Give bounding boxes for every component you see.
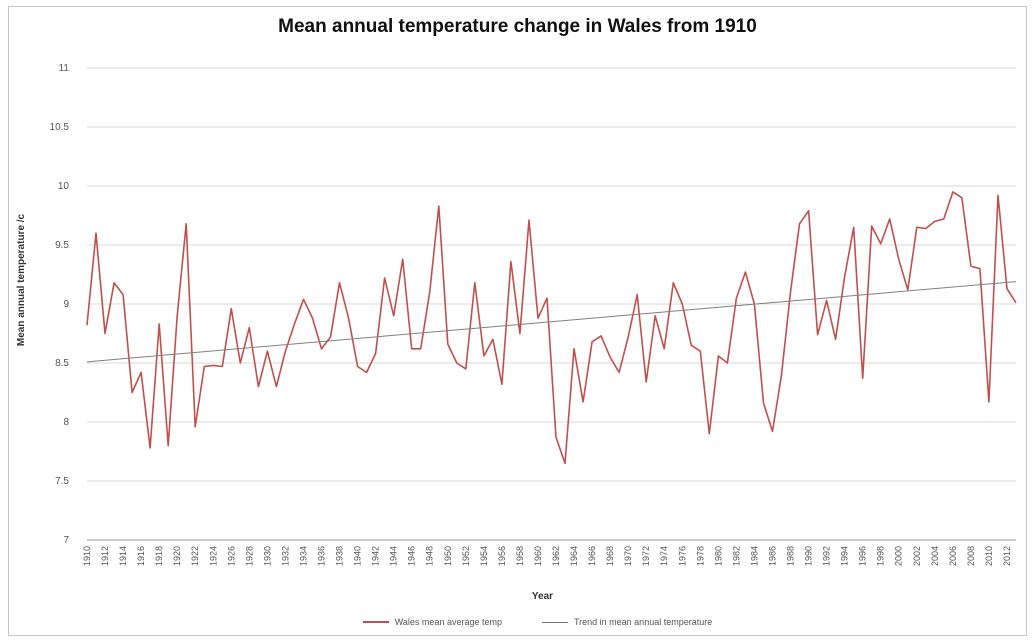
y-tick-label: 7.5	[55, 476, 69, 487]
x-tick-label: 1970	[623, 546, 633, 566]
y-tick-label: 7	[63, 535, 69, 546]
x-tick-label: 1992	[822, 546, 832, 566]
x-tick-label: 2012	[1002, 546, 1012, 566]
x-tick-label: 1948	[425, 546, 435, 566]
x-tick-label: 1950	[443, 546, 453, 566]
x-tick-label: 1920	[172, 546, 182, 566]
x-tick-label: 2006	[948, 546, 958, 566]
x-tick-label: 1968	[605, 546, 615, 566]
x-tick-label: 1960	[533, 546, 543, 566]
x-tick-label: 1926	[226, 546, 236, 566]
y-tick-label: 10.5	[50, 122, 70, 133]
x-tick-label: 1952	[461, 546, 471, 566]
y-tick-label: 8	[63, 417, 69, 428]
y-tick-label: 9.5	[55, 240, 69, 251]
x-tick-label: 1978	[695, 546, 705, 566]
chart-title: Mean annual temperature change in Wales …	[278, 16, 757, 37]
legend: Wales mean average temp Trend in mean an…	[0, 617, 1035, 627]
x-tick-label: 1998	[876, 546, 886, 566]
y-tick-label: 11	[59, 63, 70, 74]
x-tick-label: 1956	[497, 546, 507, 566]
x-tick-label: 1982	[731, 546, 741, 566]
y-tick-label: 10	[58, 181, 70, 192]
x-tick-label: 1918	[154, 546, 164, 566]
x-tick-label: 1988	[786, 546, 796, 566]
legend-label-trend: Trend in mean annual temperature	[573, 617, 713, 627]
x-tick-label: 1976	[677, 546, 687, 566]
y-tick-label: 8.5	[55, 358, 69, 369]
x-tick-label: 1938	[335, 546, 345, 566]
x-tick-label: 1972	[641, 546, 651, 566]
x-tick-label: 1964	[569, 546, 579, 566]
x-tick-label: 1934	[298, 546, 308, 566]
x-tick-label: 1994	[840, 546, 850, 566]
x-tick-label: 2008	[966, 546, 976, 566]
chart-frame	[8, 6, 1027, 636]
x-tick-label: 1928	[244, 546, 254, 566]
x-tick-label: 1958	[515, 546, 525, 566]
legend-swatch-trend	[541, 621, 568, 623]
x-tick-label: 1924	[208, 546, 218, 566]
x-tick-label: 1990	[804, 546, 814, 566]
x-tick-label: 1962	[551, 546, 561, 566]
x-tick-label: 1986	[767, 546, 777, 566]
x-tick-label: 1984	[749, 546, 759, 566]
legend-item-trend: Trend in mean annual temperature	[541, 617, 713, 627]
series-line-wales-temp	[86, 191, 1017, 465]
legend-item-series: Wales mean average temp	[362, 617, 502, 627]
x-tick-label: 1936	[317, 546, 327, 566]
legend-swatch-series	[362, 621, 389, 623]
x-tick-label: 1930	[262, 546, 272, 566]
x-tick-label: 2010	[984, 546, 994, 566]
x-tick-label: 1922	[190, 546, 200, 566]
x-tick-label: 1912	[100, 546, 110, 566]
x-tick-label: 1940	[353, 546, 363, 566]
x-tick-label: 2000	[894, 546, 904, 566]
trend-line	[86, 281, 1017, 363]
x-tick-label: 1996	[858, 546, 868, 566]
x-tick-label: 2004	[930, 546, 940, 566]
legend-label-series: Wales mean average temp	[394, 617, 502, 627]
x-tick-label: 2002	[912, 546, 922, 566]
x-tick-label: 1980	[713, 546, 723, 566]
x-tick-label: 1916	[136, 546, 146, 566]
x-tick-label: 1932	[280, 546, 290, 566]
x-tick-label: 1914	[118, 546, 128, 566]
x-tick-label: 1946	[407, 546, 417, 566]
x-tick-label: 1954	[479, 546, 489, 566]
x-tick-label: 1910	[82, 546, 92, 566]
x-tick-label: 1944	[389, 546, 399, 566]
y-tick-label: 9	[63, 299, 69, 310]
x-tick-label: 1974	[659, 546, 669, 566]
x-axis-label: Year	[531, 591, 554, 602]
x-tick-label: 1966	[587, 546, 597, 566]
x-tick-label: 1942	[371, 546, 381, 566]
